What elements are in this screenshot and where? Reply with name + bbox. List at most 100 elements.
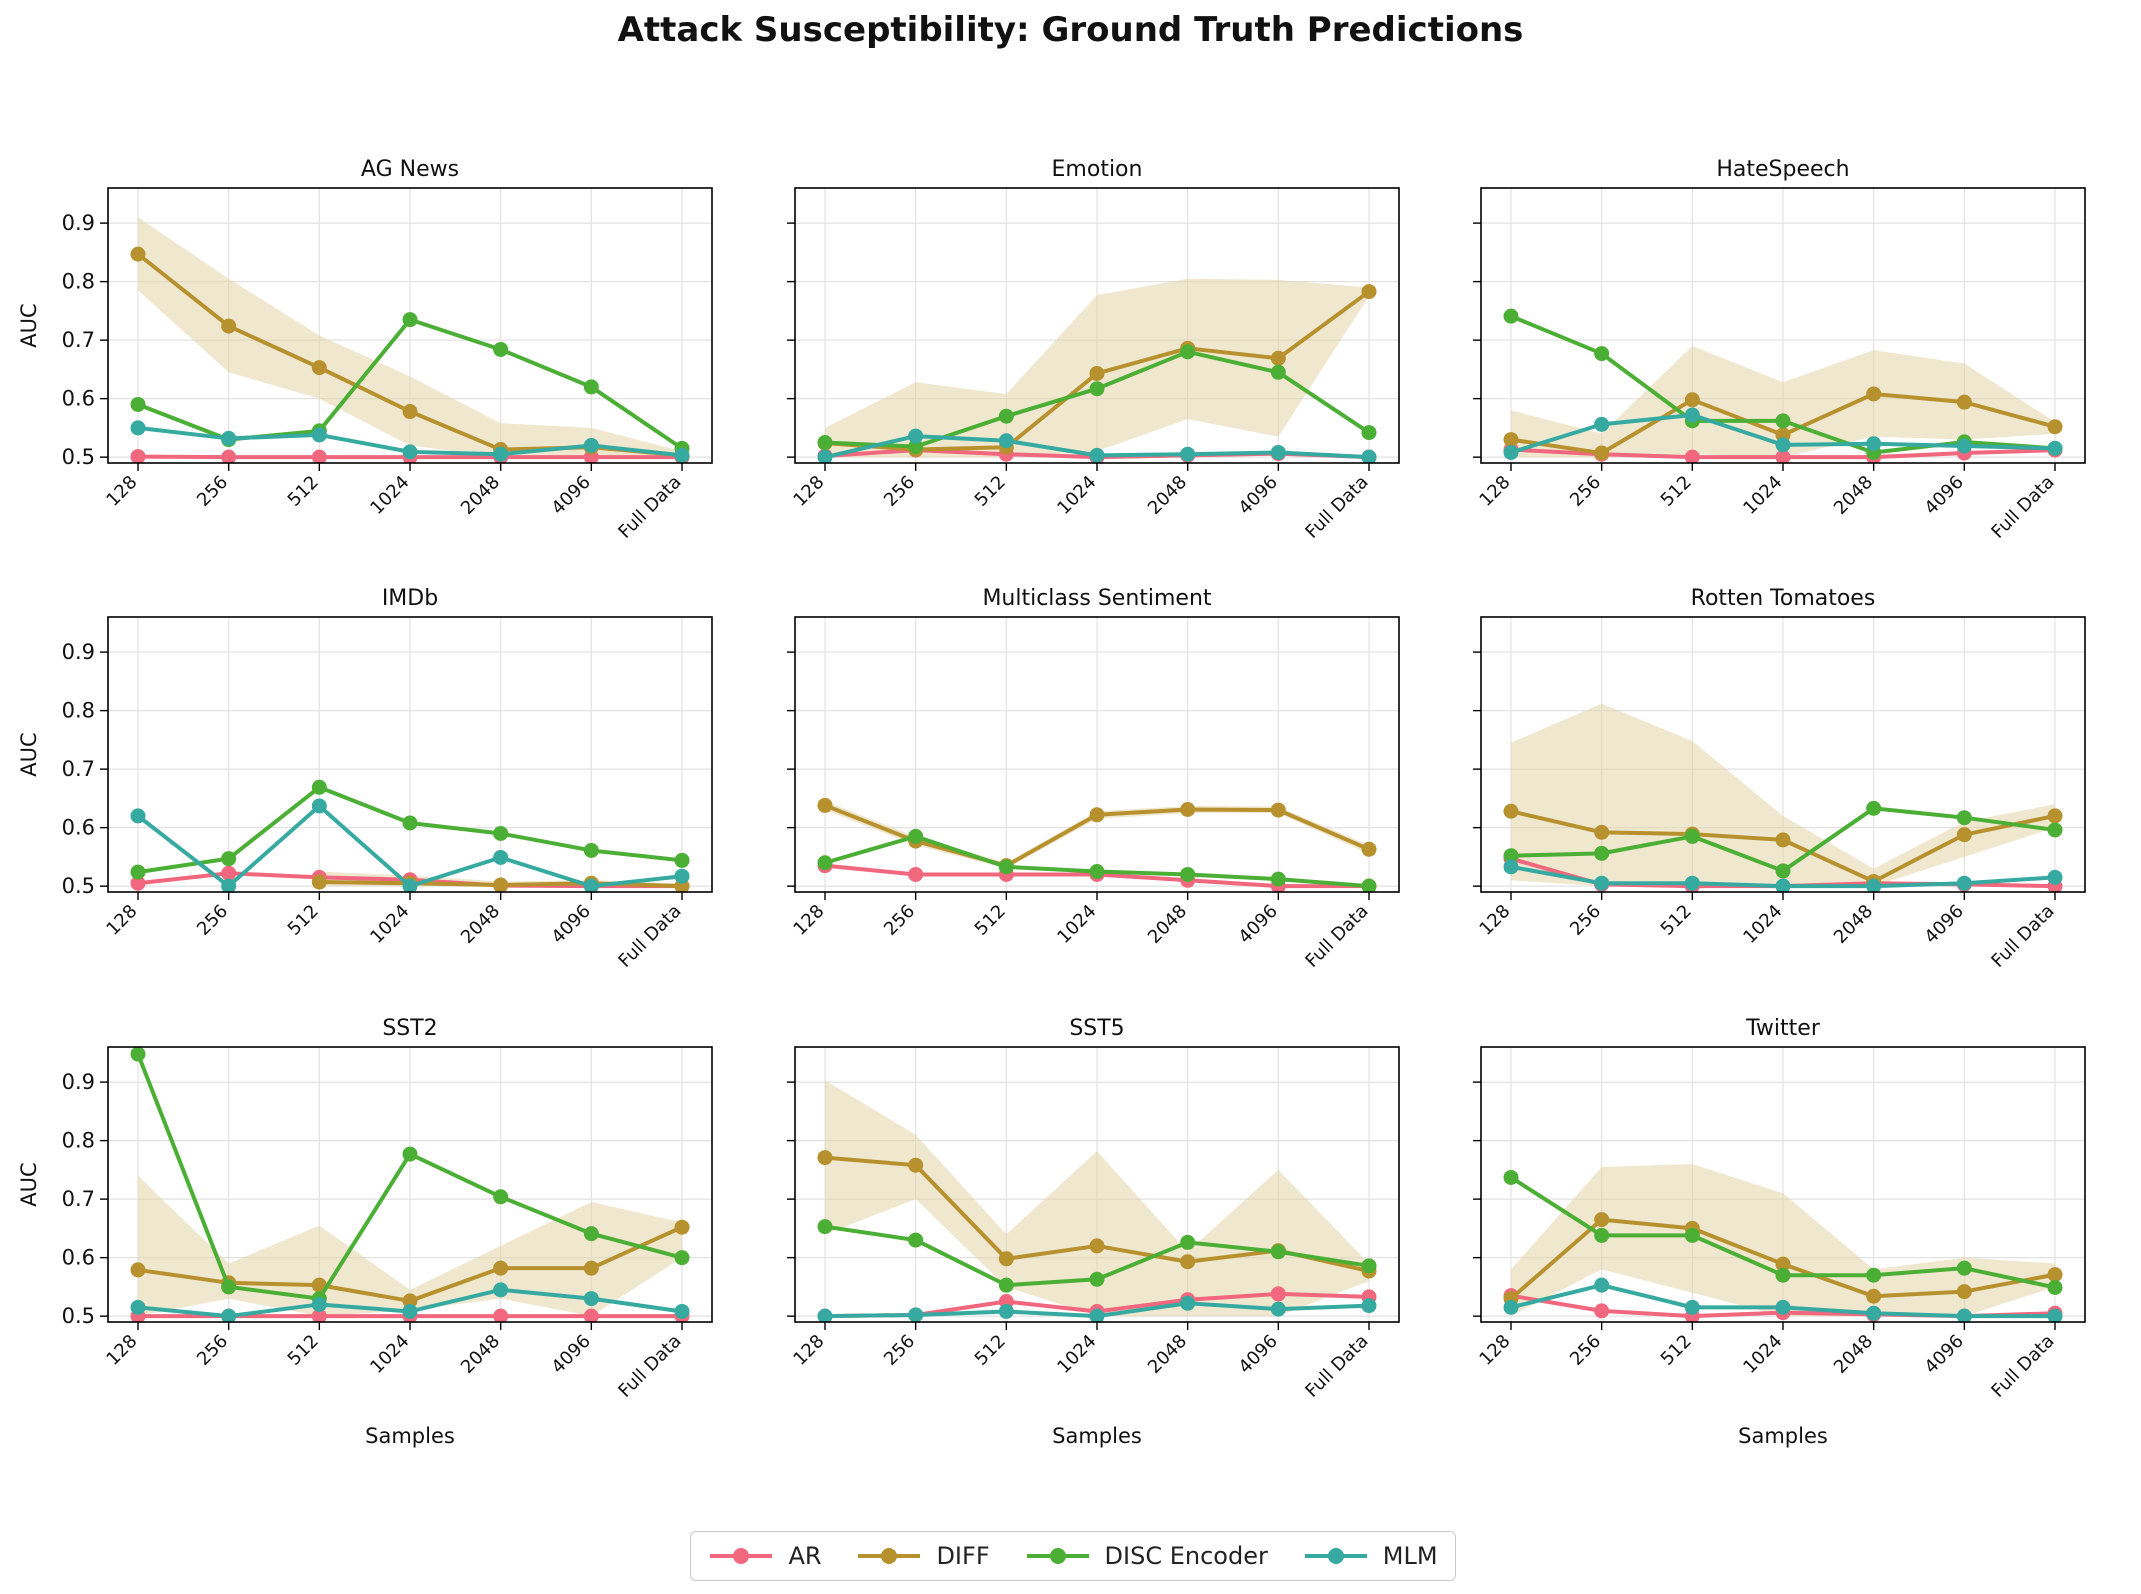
y-tick-label: 0.9 — [62, 211, 95, 235]
data-point-ar — [493, 1308, 509, 1322]
y-tick-label: 0.7 — [62, 1187, 95, 1211]
data-point-diff — [908, 1157, 924, 1173]
legend-item-mlm: MLM — [1303, 1542, 1438, 1570]
data-point-disc-encoder — [1775, 863, 1791, 879]
data-point-diff — [493, 877, 509, 892]
data-point-mlm — [493, 446, 509, 462]
y-tick-label: 0.7 — [62, 328, 95, 352]
panel-title: Rotten Tomatoes — [1691, 586, 1876, 611]
y-tick-label: 0.7 — [62, 757, 95, 781]
data-point-mlm — [402, 878, 418, 892]
panel-sst2: SST2 0.5 0.6 0.7 0.8 0.9 128 256 512 1024 2048 4096… — [17, 1016, 713, 1448]
data-point-mlm — [130, 420, 146, 436]
legend-item-disc-encoder: DISC Encoder — [1025, 1542, 1268, 1570]
data-point-disc-encoder — [1956, 1260, 1972, 1276]
data-point-ar — [583, 1308, 599, 1322]
x-tick-label: 256 — [1566, 472, 1605, 511]
data-point-disc-encoder — [493, 825, 509, 841]
panel-multiclass-sentiment: Multiclass Sentiment 128 256 512 1024 2048 409… — [787, 586, 1400, 972]
x-tick-label: 512 — [1657, 901, 1696, 940]
data-point-mlm — [1956, 875, 1972, 891]
data-point-disc-encoder — [1180, 866, 1196, 882]
data-point-disc-encoder — [1503, 308, 1519, 324]
data-point-mlm — [1775, 878, 1791, 892]
x-tick-label: 4096 — [548, 1331, 595, 1378]
data-point-diff — [1594, 1212, 1610, 1228]
data-point-disc-encoder — [1684, 1227, 1700, 1243]
data-point-disc-encoder — [1270, 364, 1286, 380]
legend: AR DIFF DISC Encoder MLM — [690, 1531, 1456, 1581]
data-point-diff — [1180, 802, 1196, 817]
data-point-mlm — [1503, 1299, 1519, 1315]
data-point-ar — [311, 449, 327, 463]
data-point-mlm — [674, 868, 690, 884]
x-tick-label: 128 — [1475, 1331, 1514, 1370]
data-point-diff — [817, 1150, 833, 1166]
x-tick-label: 4096 — [548, 472, 595, 519]
data-point-diff — [1956, 1284, 1972, 1300]
data-point-mlm — [1866, 878, 1882, 892]
data-layer — [1503, 1169, 2063, 1322]
x-tick-label: 2048 — [1144, 1331, 1191, 1378]
data-point-diff — [1775, 1256, 1791, 1272]
data-point-disc-encoder — [311, 779, 327, 795]
data-point-disc-encoder — [1956, 810, 1972, 826]
data-point-diff — [1866, 1288, 1882, 1304]
data-point-ar — [1270, 1286, 1286, 1302]
data-point-disc-encoder — [998, 859, 1014, 875]
data-point-diff — [1684, 392, 1700, 408]
data-point-diff — [998, 1251, 1014, 1267]
panel-title: SST5 — [1069, 1016, 1124, 1041]
confidence-band-diff — [1511, 703, 2055, 887]
data-point-disc-encoder — [130, 396, 146, 412]
data-point-disc-encoder — [1089, 1271, 1105, 1287]
x-tick-label: 1024 — [1739, 472, 1786, 519]
y-tick-label: 0.5 — [62, 445, 95, 469]
data-point-disc-encoder — [493, 1189, 509, 1205]
data-point-mlm — [1956, 1308, 1972, 1322]
data-point-mlm — [1684, 875, 1700, 891]
data-point-diff — [583, 1260, 599, 1276]
legend-marker-mlm — [1304, 1548, 1367, 1564]
data-point-disc-encoder — [583, 379, 599, 395]
x-tick-label: 4096 — [1921, 901, 1968, 948]
data-point-disc-encoder — [817, 435, 833, 451]
x-tick-label: 512 — [971, 472, 1010, 511]
data-point-disc-encoder — [1180, 1234, 1196, 1250]
data-point-diff — [402, 1293, 418, 1309]
x-tick-label: 512 — [971, 901, 1010, 940]
x-tick-label: 128 — [789, 472, 828, 511]
data-point-disc-encoder — [493, 341, 509, 357]
y-tick-label: 0.9 — [62, 640, 95, 664]
x-tick-label: 2048 — [1144, 472, 1191, 519]
x-tick-label: Full Data — [1301, 901, 1372, 972]
x-tick-label: 2048 — [457, 901, 504, 948]
data-point-diff — [674, 1219, 690, 1235]
x-tick-label: 128 — [1475, 901, 1514, 940]
panel-title: SST2 — [382, 1016, 437, 1041]
data-point-diff — [1503, 432, 1519, 448]
data-point-disc-encoder — [583, 842, 599, 858]
x-tick-label: 1024 — [366, 472, 413, 519]
panel-twitter: Twitter 128 256 512 1024 2048 4096 Full Data Sam… — [1473, 1016, 2086, 1448]
x-axis-label: Samples — [1052, 1424, 1142, 1448]
data-point-diff — [2047, 419, 2063, 435]
x-tick-label: 1024 — [1739, 901, 1786, 948]
x-tick-label: 1024 — [1739, 1331, 1786, 1378]
y-tick-label: 0.6 — [62, 816, 95, 840]
x-tick-label: 2048 — [457, 1331, 504, 1378]
data-point-ar — [908, 866, 924, 882]
data-point-disc-encoder — [1361, 1258, 1377, 1274]
confidence-band-diff — [1511, 345, 2055, 458]
data-point-ar — [1594, 1303, 1610, 1319]
data-point-mlm — [1180, 446, 1196, 462]
data-point-mlm — [1684, 1299, 1700, 1315]
data-point-mlm — [583, 1291, 599, 1307]
data-point-disc-encoder — [1775, 413, 1791, 429]
data-point-mlm — [1270, 1301, 1286, 1317]
x-tick-label: Full Data — [1987, 472, 2058, 543]
panel-rotten-tomatoes: Rotten Tomatoes 128 256 512 1024 2048 4096 Full… — [1473, 586, 2086, 972]
data-point-ar — [311, 1308, 327, 1322]
x-tick-label: 1024 — [1053, 1331, 1100, 1378]
